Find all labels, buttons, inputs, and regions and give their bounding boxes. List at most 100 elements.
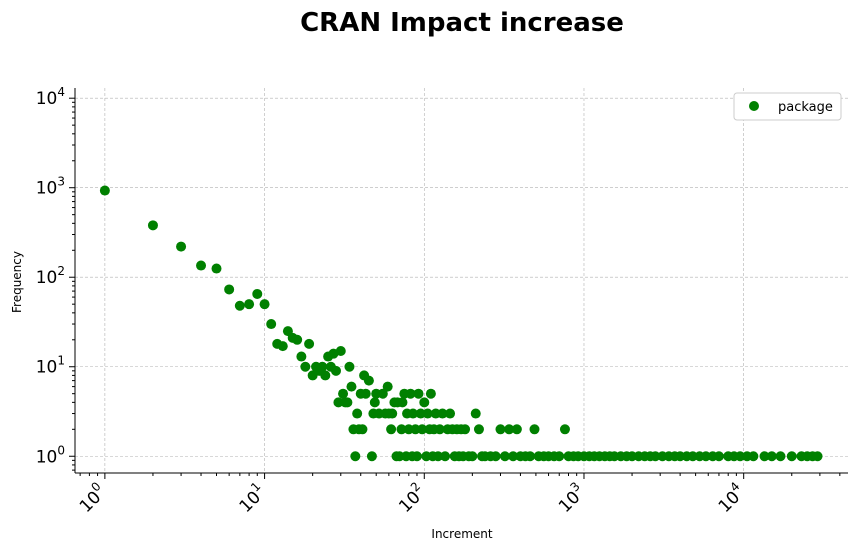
data-point [277,341,288,352]
data-point [335,345,346,356]
data-point [499,451,510,462]
data-point [377,388,388,399]
legend-marker [749,101,759,111]
data-point [504,424,515,435]
y-tick-exponent: 0 [57,443,65,457]
data-point [176,241,187,252]
data-point [259,299,270,310]
data-point [759,451,770,462]
data-point [650,451,661,462]
x-tick-base: 10 [76,487,105,516]
y-tick-label: 102 [36,264,65,288]
data-point [445,408,456,419]
data-point [252,288,263,299]
data-point [344,361,355,372]
data-point [440,451,451,462]
chart-title: CRAN Impact increase [300,8,624,38]
legend-box [733,92,842,121]
data-point [433,451,444,462]
data-point [366,451,377,462]
data-point [369,397,380,408]
data-point [748,451,759,462]
data-point [317,361,328,372]
x-tick-base: 10 [236,487,265,516]
data-point [304,338,315,349]
data-point [300,361,311,372]
data-point [417,424,428,435]
data-point [415,408,426,419]
x-tick-base: 10 [395,487,424,516]
y-axis-label: Frequency [10,251,24,313]
data-point [338,388,349,399]
data-point [425,388,436,399]
data-point [434,424,445,435]
data-point [473,424,484,435]
data-point [411,451,422,462]
y-tick-base: 10 [36,268,58,288]
data-point [397,397,408,408]
legend: package [733,92,842,121]
grid-layer [75,88,848,473]
y-tick-base: 10 [36,179,58,199]
data-point [99,185,110,196]
x-tick-label: 103 [552,479,590,517]
data-point [460,424,471,435]
data-point [386,424,397,435]
data-point [511,424,522,435]
y-tick-label: 104 [36,85,65,109]
data-point [330,365,341,376]
data-point [196,260,207,271]
data-point [419,397,430,408]
data-point [396,424,407,435]
data-point [495,424,506,435]
y-tick-exponent: 3 [57,175,65,189]
data-point [470,408,481,419]
data-point [525,451,536,462]
data-point [292,334,303,345]
data-point [211,263,222,274]
data-point [405,388,416,399]
data-point [147,220,158,231]
data-point [413,388,424,399]
data-point [266,319,277,330]
data-point [559,424,570,435]
x-tick-label: 100 [73,479,111,517]
data-point [554,451,565,462]
y-tick-label: 103 [36,175,65,199]
data-point [687,451,698,462]
data-point [713,451,724,462]
data-point [490,451,501,462]
data-point [766,451,777,462]
data-point [357,424,368,435]
data-point [467,451,478,462]
data-point [408,408,419,419]
y-tick-base: 10 [36,447,58,467]
data-point [775,451,786,462]
data-point [350,451,361,462]
data-point [346,381,357,392]
x-tick-label: 104 [712,479,750,517]
data-point [296,351,307,362]
y-tick-exponent: 1 [57,354,65,368]
data-point [234,300,245,311]
data-point [363,375,374,386]
data-point [244,299,255,310]
data-point [320,370,331,381]
data-point [387,408,398,419]
data-point [224,284,235,295]
data-point [422,408,433,419]
data-point [352,408,363,419]
data-point [437,408,448,419]
legend-label: package [778,100,833,115]
y-tick-exponent: 2 [57,264,65,278]
x-tick-label: 102 [392,479,430,517]
data-point [735,451,746,462]
y-tick-base: 10 [36,89,58,109]
y-tick-label: 100 [36,443,65,467]
data-point [529,424,540,435]
y-tick-label: 101 [36,354,65,378]
data-points [99,185,823,462]
data-point [342,397,353,408]
x-tick-label: 101 [233,479,271,517]
